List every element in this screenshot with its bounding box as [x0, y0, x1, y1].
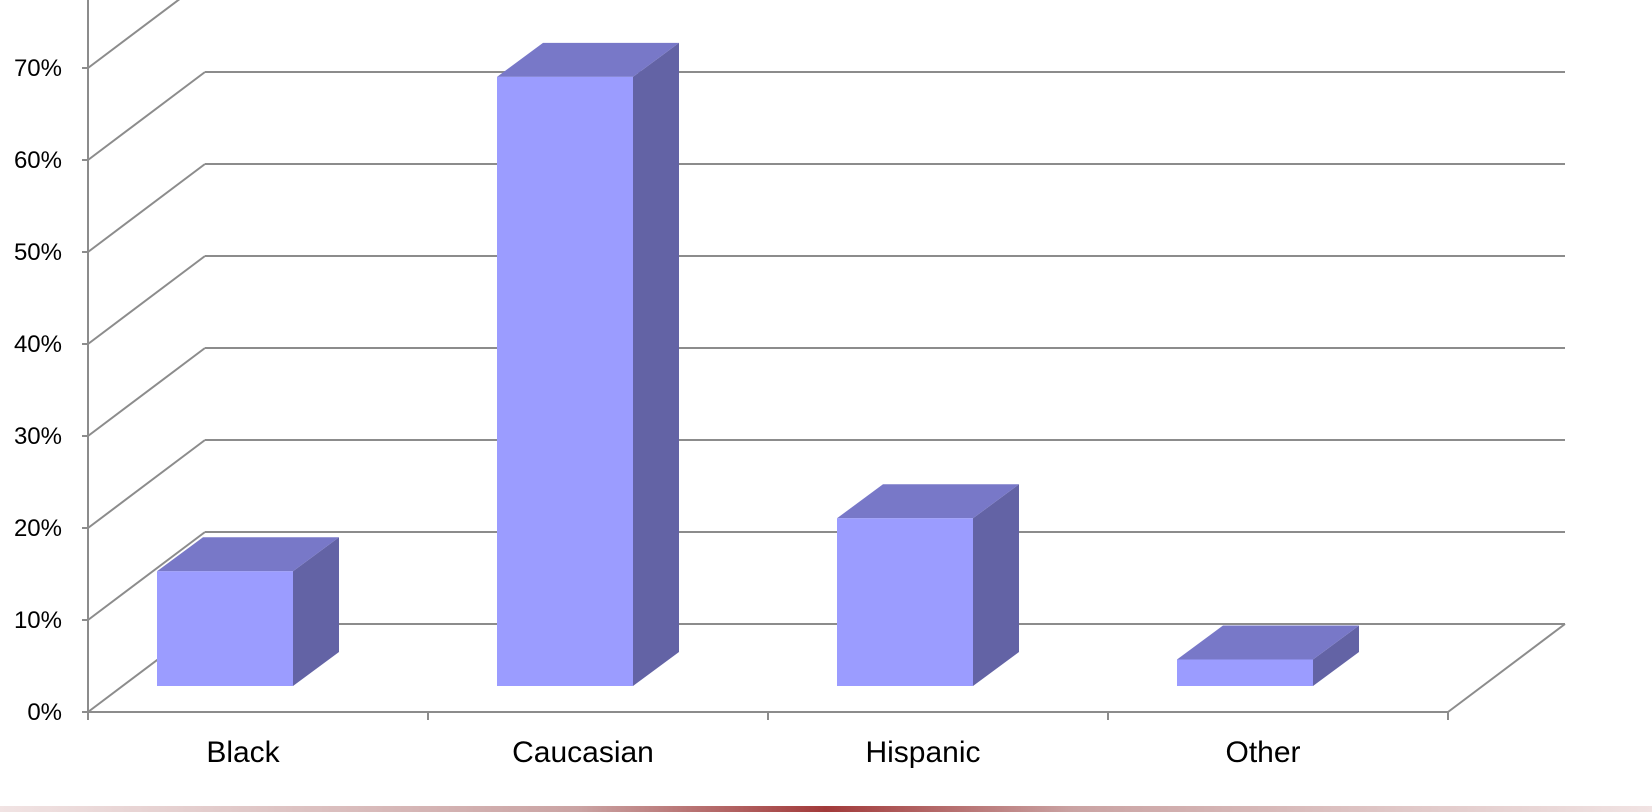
gridline-diag-3: [87, 347, 206, 437]
y-tick-label: 30%: [14, 423, 62, 450]
bar-front-face: [157, 571, 293, 686]
bar-side-face: [1313, 625, 1359, 686]
gridline-diag-4: [87, 255, 206, 345]
y-tick-label: 10%: [14, 607, 62, 634]
bar-top-face: [157, 537, 339, 572]
bar-front-face: [1177, 659, 1313, 686]
x-category-label: Black: [206, 736, 280, 769]
bar-black: [157, 537, 339, 686]
gridline-diag-5: [87, 163, 206, 253]
gridline-diag-1: [87, 531, 206, 621]
bar-other: [1177, 625, 1359, 686]
bar-top-face: [1177, 625, 1359, 660]
y-tick-label: 0%: [27, 699, 62, 726]
bars-layer: [157, 42, 1359, 687]
bar-front-face: [837, 518, 973, 686]
bottom-decor-strip: [0, 806, 1652, 812]
bar-side-face: [293, 537, 339, 686]
y-tick-label: 20%: [14, 515, 62, 542]
y-tick-label: 50%: [14, 239, 62, 266]
gridline-diag-7: [87, 0, 181, 69]
gridline-diag-6: [87, 71, 206, 161]
bar-top-face: [837, 484, 1019, 519]
gridline-diag-2: [87, 439, 206, 529]
y-tick-label: 70%: [14, 55, 62, 82]
x-category-label: Caucasian: [512, 736, 654, 769]
bar-side-face: [973, 484, 1019, 686]
grid-layer: [82, 0, 1566, 720]
y-tick-label: 60%: [14, 147, 62, 174]
x-category-label: Hispanic: [865, 736, 980, 769]
x-category-label: Other: [1225, 736, 1300, 769]
bar-hispanic: [837, 484, 1019, 686]
bar-front-face: [497, 76, 633, 687]
floor-right-edge: [1447, 623, 1566, 713]
bar-side-face: [633, 42, 679, 687]
bar-caucasian: [497, 42, 679, 687]
bar-top-face: [497, 42, 679, 77]
labels-layer: 0% 10% 20% 30% 40% 50% 60% 70% Black Caucasian His…: [14, 55, 1301, 769]
y-tick-label: 40%: [14, 331, 62, 358]
